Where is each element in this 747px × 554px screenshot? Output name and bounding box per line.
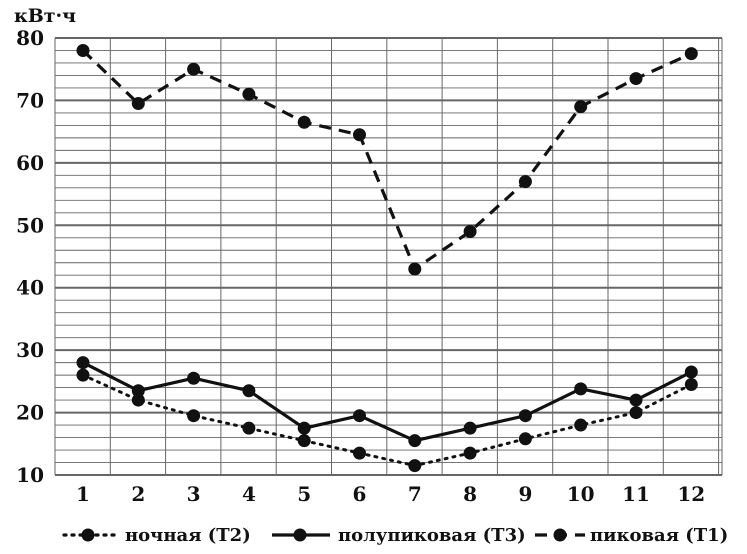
x-tick-label: 12 <box>677 482 705 506</box>
series-line <box>82 361 693 443</box>
data-point <box>408 459 422 473</box>
data-point <box>684 47 698 61</box>
data-point <box>629 72 643 86</box>
data-point <box>629 393 643 407</box>
data-point <box>408 262 422 276</box>
data-point <box>187 62 201 76</box>
y-tick-label: 40 <box>16 276 44 300</box>
data-point <box>353 446 366 460</box>
data-point <box>463 421 477 435</box>
data-point <box>574 418 588 432</box>
legend-item: пиковая (Т1) <box>535 525 728 546</box>
x-tick-label: 6 <box>353 482 367 506</box>
series-group <box>76 43 698 473</box>
y-axis-unit-label: кВт·ч <box>14 5 76 27</box>
series-2 <box>76 356 698 448</box>
x-tick-label: 9 <box>518 482 532 506</box>
y-tick-label: 10 <box>16 463 44 487</box>
x-tick-label: 1 <box>76 482 90 506</box>
data-point <box>76 356 90 370</box>
data-point <box>574 100 588 114</box>
legend: ночная (Т2) полупиковая (Т3) пиковая (Т1) <box>62 525 728 546</box>
x-tick-label: 5 <box>297 482 311 506</box>
legend-label: ночная (Т2) <box>125 525 251 546</box>
legend-label: полупиковая (Т3) <box>338 525 526 546</box>
x-tick-label: 10 <box>567 482 595 506</box>
data-point <box>353 409 366 423</box>
data-point <box>684 365 698 379</box>
data-point <box>684 377 698 391</box>
legend-label: пиковая (Т1) <box>590 525 728 546</box>
data-point <box>463 225 477 239</box>
data-point <box>131 97 145 111</box>
x-tick-label: 4 <box>242 482 256 506</box>
legend-swatch-marker <box>293 528 307 542</box>
data-point <box>574 382 588 396</box>
y-axis-ticks: 10 20 30 40 50 60 70 80 <box>16 26 44 487</box>
data-point <box>297 115 311 129</box>
data-point <box>463 446 477 460</box>
y-tick-label: 70 <box>16 88 44 112</box>
legend-swatch-marker <box>81 528 95 542</box>
legend-swatch-marker <box>553 528 567 542</box>
data-point <box>242 384 256 398</box>
x-axis-ticks: 1 2 3 4 5 6 7 8 9 10 11 12 <box>76 482 705 506</box>
data-point <box>353 128 366 142</box>
x-tick-label: 7 <box>408 482 422 506</box>
legend-item: полупиковая (Т3) <box>272 525 526 546</box>
data-point <box>297 421 311 435</box>
data-point <box>76 368 90 382</box>
series-3 <box>76 43 698 276</box>
data-point <box>518 175 532 189</box>
data-point <box>408 434 422 448</box>
legend-item: ночная (Т2) <box>62 525 251 546</box>
data-point <box>518 432 532 446</box>
x-tick-label: 11 <box>622 482 650 506</box>
x-tick-label: 2 <box>131 482 145 506</box>
series-1 <box>76 368 698 473</box>
grid <box>54 37 723 476</box>
y-tick-label: 50 <box>16 213 44 237</box>
y-tick-label: 30 <box>16 338 44 362</box>
y-tick-label: 20 <box>16 401 44 425</box>
data-point <box>629 406 643 420</box>
data-point <box>297 434 311 448</box>
x-tick-label: 8 <box>463 482 477 506</box>
y-tick-label: 80 <box>16 26 44 50</box>
data-point <box>242 421 256 435</box>
data-point <box>187 409 201 423</box>
data-point <box>131 393 145 407</box>
data-point <box>131 384 145 398</box>
x-tick-label: 3 <box>187 482 201 506</box>
data-point <box>187 371 201 385</box>
data-point <box>518 409 532 423</box>
data-point <box>242 87 256 101</box>
data-point <box>76 43 90 57</box>
y-tick-label: 60 <box>16 151 44 175</box>
series-line <box>81 49 692 271</box>
